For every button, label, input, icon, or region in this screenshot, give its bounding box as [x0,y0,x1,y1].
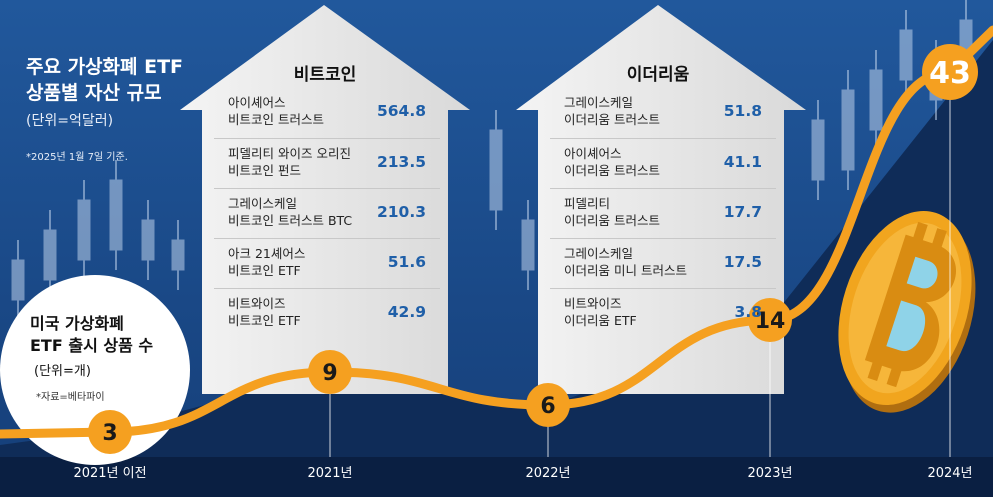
legend-title: 미국 가상화폐 ETF 출시 상품 수 [30,313,153,357]
fund-value: 210.3 [376,203,426,221]
candle-body [11,259,25,301]
bitcoin-coin-icon [838,210,976,413]
table-row: 비트와이즈 이더리움 ETF 3.8 [550,288,776,338]
fund-name: 그레이스케일 비트코인 트러스트 BTC [228,196,353,228]
x-tick-label: 2021년 이전 [73,466,146,481]
legend-circle [0,275,190,465]
table-row: 그레이스케일 비트코인 트러스트 BTC 210.3 [214,188,440,238]
candle-body [521,219,535,271]
bitcoin-table: 아이셰어스 비트코인 트러스트 564.8 피델리티 와이즈 오리진 비트코인 펀드… [214,88,440,338]
legend-source: *자료=베타파이 [36,392,105,403]
x-tick-label: 2024년 [927,466,972,481]
table-row: 그레이스케일 이더리움 트러스트 51.8 [550,88,776,137]
legend-unit: (단위=개) [34,364,91,379]
candle-body [489,129,503,211]
data-point [308,350,352,394]
table-row: 그레이스케일 이더리움 미니 트러스트 17.5 [550,238,776,288]
fund-name: 그레이스케일 이더리움 미니 트러스트 [564,246,687,278]
table-row: 피델리티 이더리움 트러스트 17.7 [550,188,776,238]
fund-name: 피델리티 와이즈 오리진 비트코인 펀드 [228,146,351,178]
fund-name: 아이셰어스 비트코인 트러스트 [228,95,324,127]
legend-title-line1: 미국 가상화폐 [30,314,124,333]
fund-name: 피델리티 이더리움 트러스트 [564,196,660,228]
fund-value: 41.1 [723,153,762,171]
series-line [0,25,993,439]
candle-body [171,239,185,271]
table-row: 아크 21셰어스 비트코인 ETF 51.6 [214,238,440,288]
candle-body [77,199,91,261]
panel-title-line2: 상품별 자산 규모 [26,82,162,104]
data-point [526,383,570,427]
panel-unit: (단위=억달러) [26,113,114,129]
data-label: 9 [322,361,337,386]
ethereum-house-shape [516,5,806,394]
x-axis-band [0,457,993,497]
ethereum-table-title: 이더리움 [626,65,690,85]
fund-value: 213.5 [376,153,426,171]
fund-value: 42.9 [387,303,426,321]
fund-value: 51.8 [723,102,762,120]
panel-title: 주요 가상화폐 ETF 상품별 자산 규모 [26,54,183,106]
ethereum-table: 그레이스케일 이더리움 트러스트 51.8 아이셰어스 이더리움 트러스트 41.1 피… [550,88,776,338]
candle-body [109,179,123,251]
data-label: 43 [929,56,971,91]
fund-value: 564.8 [376,102,426,120]
candle-body [869,69,883,131]
data-point [922,44,978,100]
data-label: 14 [755,309,786,334]
candle-body [899,29,913,81]
bitcoin-table-title: 비트코인 [293,65,357,85]
data-label: 6 [540,394,555,419]
fund-value: 3.8 [734,303,762,321]
fund-name: 아이셰어스 이더리움 트러스트 [564,146,660,178]
panel-title-line1: 주요 가상화폐 ETF [26,56,184,78]
candle-body [43,229,57,281]
fund-value: 17.7 [723,203,762,221]
x-tick-label: 2022년 [525,466,570,481]
candle-body [959,19,973,51]
table-row: 아이셰어스 이더리움 트러스트 41.1 [550,138,776,188]
legend-title-line2: ETF 출시 상품 수 [30,336,154,355]
fund-name: 비트와이즈 비트코인 ETF [228,296,301,328]
bitcoin-house-shape [180,5,470,394]
data-label: 3 [102,421,117,446]
fund-value: 17.5 [723,253,762,271]
data-point [88,410,132,454]
x-tick-label: 2023년 [747,466,792,481]
fund-name: 그레이스케일 이더리움 트러스트 [564,95,660,127]
fund-name: 비트와이즈 이더리움 ETF [564,296,637,328]
data-point [748,298,792,342]
table-row: 피델리티 와이즈 오리진 비트코인 펀드 213.5 [214,138,440,188]
table-row: 아이셰어스 비트코인 트러스트 564.8 [214,88,440,137]
candlestick-decoration [11,0,973,320]
fund-name: 아크 21셰어스 비트코인 ETF [228,246,306,278]
fund-value: 51.6 [387,253,426,271]
ethereum-house [516,5,806,394]
candle-body [841,89,855,171]
panel-note: *2025년 1월 7일 기준. [26,152,128,163]
candle-body [141,219,155,261]
x-tick-label: 2021년 [307,466,352,481]
candle-body [811,119,825,181]
table-row: 비트와이즈 비트코인 ETF 42.9 [214,288,440,338]
bitcoin-house [180,5,470,394]
line-chart: 3 2021년 이전 9 2021년 6 2022년 14 2023년 43 2024년 [0,25,993,481]
